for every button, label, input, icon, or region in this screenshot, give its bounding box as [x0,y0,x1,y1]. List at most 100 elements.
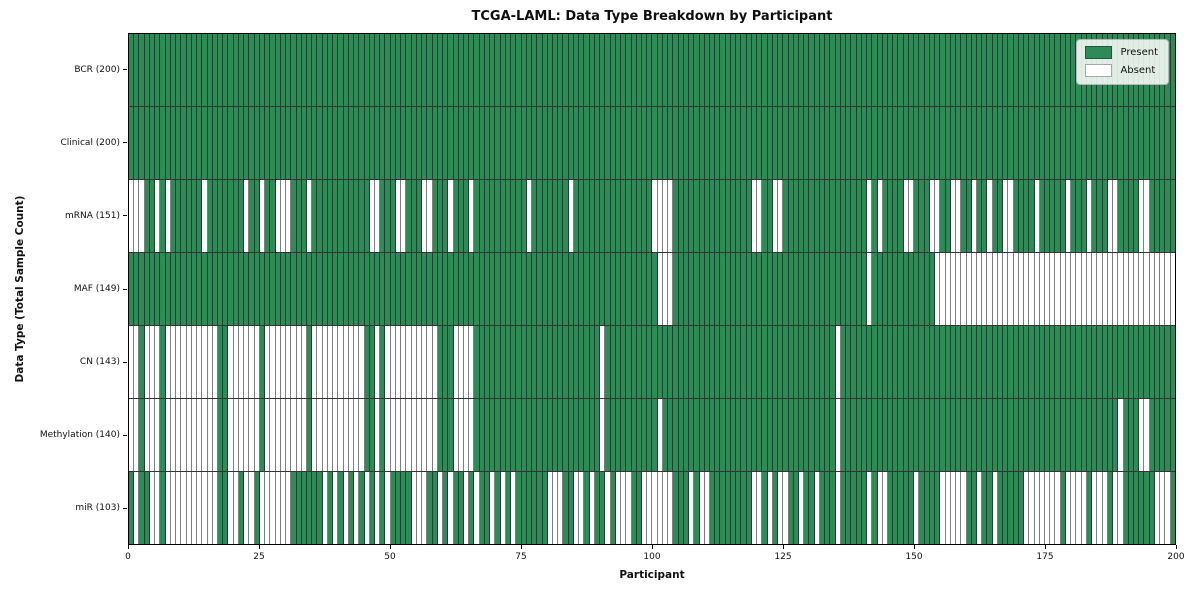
matrix-cell [940,253,946,325]
matrix-cell [343,107,349,179]
matrix-cell [296,180,302,252]
matrix-cell [144,34,150,106]
matrix-cell [846,253,852,325]
matrix-cell [767,107,773,179]
legend-present-label: Present [1120,47,1158,58]
matrix-cell [1008,399,1014,471]
matrix-cell [427,107,433,179]
matrix-cell [1102,107,1108,179]
matrix-cell [1071,180,1077,252]
matrix-cell [1154,472,1161,544]
matrix-cell [976,253,983,325]
matrix-cell [170,107,177,179]
matrix-cell [532,472,538,544]
matrix-cell [825,34,831,106]
matrix-cell [641,180,648,252]
matrix-cell [788,34,794,106]
matrix-cell [1128,253,1134,325]
matrix-cell [1081,472,1087,544]
matrix-cell [1134,399,1140,471]
matrix-cell [1003,34,1009,106]
matrix-cell [129,326,135,398]
matrix-cell [882,107,888,179]
matrix-cell [1160,326,1166,398]
matrix-cell [401,107,407,179]
matrix-cell [191,472,198,544]
matrix-cell [568,472,574,544]
matrix-cell [165,253,171,325]
matrix-cell [552,253,559,325]
matrix-cell [160,253,166,325]
matrix-cell [375,399,381,471]
matrix-cell [903,253,909,325]
matrix-cell [961,326,967,398]
matrix-cell [134,399,140,471]
matrix-cell [484,34,491,106]
matrix-cell [605,107,611,179]
matrix-cell [641,34,648,106]
matrix-cell [867,399,873,471]
matrix-cell [589,34,595,106]
matrix-cell [1071,34,1077,106]
matrix-cell [887,326,894,398]
matrix-cell [364,180,370,252]
matrix-cell [306,472,313,544]
matrix-cell [1160,399,1166,471]
matrix-cell [458,107,464,179]
matrix-cell [757,399,763,471]
matrix-cell [395,107,402,179]
matrix-cell [914,107,920,179]
matrix-cell [244,326,250,398]
matrix-cell [479,107,485,179]
matrix-cell [882,472,888,544]
matrix-cell [621,34,627,106]
matrix-cell [631,107,637,179]
matrix-cell [982,34,988,106]
matrix-cell [767,34,773,106]
matrix-cell [683,253,690,325]
matrix-cell [741,180,747,252]
matrix-cell [872,34,878,106]
matrix-cell [594,253,601,325]
matrix-cell [427,399,433,471]
matrix-cell [526,107,533,179]
matrix-cell [1060,399,1066,471]
matrix-cell [280,326,287,398]
matrix-cell [511,399,517,471]
matrix-cell [720,399,726,471]
matrix-cell [1029,472,1035,544]
matrix-cell [422,180,428,252]
matrix-cell [526,472,533,544]
matrix-cell [950,472,957,544]
matrix-cell [301,34,307,106]
matrix-cell [725,107,731,179]
matrix-cell [772,253,779,325]
matrix-cell [542,326,548,398]
matrix-cell [354,326,360,398]
matrix-cell [1165,253,1171,325]
matrix-cell [170,34,177,106]
matrix-cell [908,107,915,179]
matrix-cell [689,399,695,471]
matrix-cell [223,399,229,471]
matrix-cell [291,399,297,471]
matrix-cell [228,253,234,325]
matrix-cell [908,34,915,106]
matrix-cell [704,472,711,544]
matrix-cell [804,107,810,179]
matrix-cell [610,399,616,471]
matrix-cell [207,472,213,544]
matrix-cell [280,472,287,544]
matrix-cell [1055,472,1061,544]
matrix-cell [882,399,888,471]
matrix-cell [1008,34,1014,106]
matrix-cell [908,253,915,325]
matrix-cell [673,107,679,179]
matrix-cell [395,326,402,398]
matrix-cell [317,180,323,252]
matrix-cell [872,326,878,398]
matrix-cell [626,253,632,325]
matrix-cell [286,253,292,325]
matrix-cell [1134,472,1140,544]
matrix-cell [799,472,805,544]
